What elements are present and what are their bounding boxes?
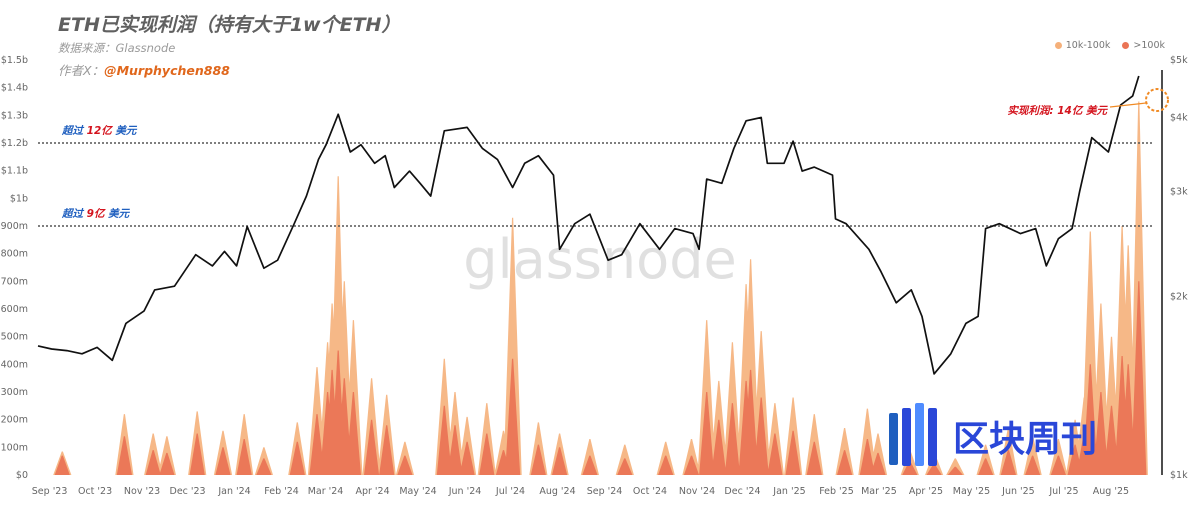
area-10k-100k	[38, 101, 1160, 475]
right-tick-label: $2k	[1170, 291, 1188, 302]
profit-areas	[38, 101, 1160, 475]
ann-suffix: 美元	[112, 124, 138, 137]
left-tick-label: $600m	[0, 304, 28, 315]
x-tick-label: Jan '25	[772, 486, 805, 497]
logo-bar-2	[902, 408, 911, 466]
x-tick-label: Jul '25	[1048, 486, 1078, 497]
x-tick-label: Jun '24	[448, 486, 482, 497]
area-gt-100k	[38, 281, 1160, 475]
left-tick-label: $1.2b	[1, 138, 28, 149]
x-tick-label: Nov '24	[679, 486, 715, 497]
left-tick-label: $800m	[0, 249, 28, 260]
annotation-leader	[1109, 102, 1147, 108]
chart-title: ETH已实现利润（持有大于1w个ETH）	[58, 14, 401, 36]
right-tick-label: $3k	[1170, 187, 1188, 198]
ann-value: 12亿	[87, 124, 114, 137]
logo-bar-1	[889, 413, 898, 465]
x-tick-label: May '25	[953, 486, 990, 497]
left-tick-label: $300m	[0, 387, 28, 398]
x-tick-label: Aug '25	[1093, 486, 1129, 497]
price-line	[37, 75, 1140, 375]
ann-value: 9亿	[87, 207, 106, 220]
brand-logo: 区块周刊	[889, 403, 1097, 466]
x-tick-label: Oct '23	[78, 486, 112, 497]
brand-name: 区块周刊	[953, 419, 1097, 460]
author-prefix: 作者X：	[58, 63, 105, 78]
x-tick-label: Jul '24	[495, 486, 525, 497]
ann-prefix: 超过	[61, 124, 87, 137]
latest-profit-label: 实现利润: 14亿 美元	[1007, 104, 1108, 117]
left-tick-label: $500m	[0, 332, 28, 343]
logo-bar-3	[915, 403, 924, 466]
x-tick-label: Oct '24	[633, 486, 667, 497]
logo-bar-4	[928, 408, 937, 466]
x-tick-label: Jan '24	[217, 486, 250, 497]
x-tick-label: Apr '24	[355, 486, 389, 497]
left-tick-label: $200m	[0, 415, 28, 426]
x-tick-label: Dec '23	[170, 486, 206, 497]
x-tick-label: Feb '24	[264, 486, 299, 497]
legend-item-gt-100k[interactable]: >100k	[1122, 40, 1165, 51]
x-tick-label: Aug '24	[539, 486, 575, 497]
left-tick-label: $1.3b	[1, 110, 28, 121]
right-axis: $1k $2k $3k $4k $5k	[1170, 55, 1188, 481]
legend: 10k-100k >100k	[1054, 40, 1165, 51]
left-tick-label: $100m	[0, 442, 28, 453]
highlight-circle	[1145, 88, 1169, 112]
left-tick-label: $0	[16, 470, 28, 481]
legend-label-10k-100k: 10k-100k	[1065, 40, 1111, 51]
left-tick-label: $900m	[0, 221, 28, 232]
ref-line-900m-label: 超过 9亿 美元	[61, 207, 131, 220]
ann-suffix: 美元	[104, 207, 130, 220]
left-tick-label: $1.4b	[1, 83, 28, 94]
left-tick-label: $400m	[0, 359, 28, 370]
x-tick-label: Feb '25	[819, 486, 854, 497]
legend-label-gt-100k: >100k	[1133, 40, 1165, 51]
ref-line-1-2b-label: 超过 12亿 美元	[61, 124, 138, 137]
left-tick-label: $1.5b	[1, 55, 28, 66]
right-tick-label: $4k	[1170, 113, 1188, 124]
x-tick-label: Mar '25	[861, 486, 897, 497]
x-tick-label: Sep '24	[587, 486, 623, 497]
data-source: 数据来源：Glassnode	[58, 41, 176, 55]
legend-swatch-10k-100k	[1054, 42, 1062, 49]
ann-prefix: 超过	[61, 207, 87, 220]
right-tick-label: $1k	[1170, 470, 1188, 481]
legend-item-10k-100k[interactable]: 10k-100k	[1054, 40, 1111, 51]
legend-swatch-gt-100k	[1122, 42, 1130, 49]
x-tick-label: Mar '24	[308, 486, 344, 497]
x-tick-label: Sep '23	[32, 486, 68, 497]
x-tick-label: Nov '23	[124, 486, 160, 497]
x-tick-label: Dec '24	[724, 486, 760, 497]
x-tick-label: Jun '25	[1001, 486, 1035, 497]
x-tick-label: Apr '25	[909, 486, 943, 497]
author-handle[interactable]: @Murphychen888	[104, 63, 230, 78]
left-axis: $0 $100m $200m $300m $400m $500m $600m $700m $80…	[0, 55, 28, 481]
right-tick-label: $5k	[1170, 55, 1188, 66]
left-tick-label: $1b	[10, 193, 28, 204]
author-credit: 作者X：@Murphychen888	[58, 60, 230, 79]
left-tick-label: $1.1b	[1, 166, 28, 177]
x-axis: Sep '23 Oct '23 Nov '23 Dec '23 Jan '24 Feb '…	[32, 486, 1129, 497]
left-tick-label: $700m	[0, 276, 28, 287]
x-tick-label: May '24	[399, 486, 436, 497]
